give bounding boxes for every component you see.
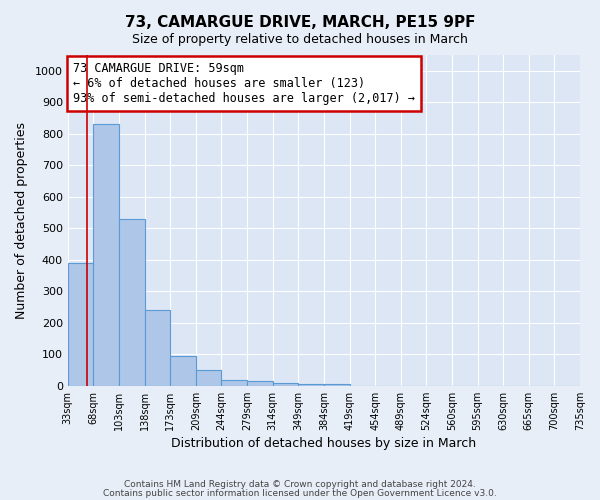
Text: Contains public sector information licensed under the Open Government Licence v3: Contains public sector information licen… <box>103 488 497 498</box>
X-axis label: Distribution of detached houses by size in March: Distribution of detached houses by size … <box>172 437 476 450</box>
Bar <box>298 384 324 386</box>
Text: 73 CAMARGUE DRIVE: 59sqm
← 6% of detached houses are smaller (123)
93% of semi-d: 73 CAMARGUE DRIVE: 59sqm ← 6% of detache… <box>73 62 415 104</box>
Y-axis label: Number of detached properties: Number of detached properties <box>15 122 28 319</box>
Bar <box>221 380 247 386</box>
Bar <box>247 381 272 386</box>
Bar <box>272 382 298 386</box>
Text: Size of property relative to detached houses in March: Size of property relative to detached ho… <box>132 32 468 46</box>
Text: 73, CAMARGUE DRIVE, MARCH, PE15 9PF: 73, CAMARGUE DRIVE, MARCH, PE15 9PF <box>125 15 475 30</box>
Bar <box>170 356 196 386</box>
Bar <box>119 219 145 386</box>
Text: Contains HM Land Registry data © Crown copyright and database right 2024.: Contains HM Land Registry data © Crown c… <box>124 480 476 489</box>
Bar <box>324 384 350 386</box>
Bar <box>196 370 221 386</box>
Bar <box>145 310 170 386</box>
Bar <box>68 263 94 386</box>
Bar <box>94 124 119 386</box>
